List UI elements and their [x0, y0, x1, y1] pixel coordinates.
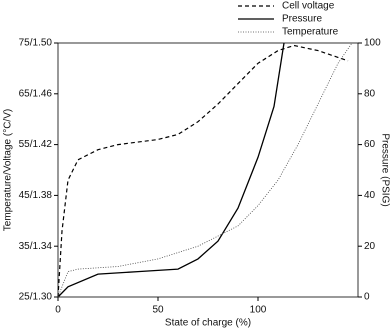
y-tick-label: 25/1.30 — [19, 292, 53, 303]
y2-tick-label: 80 — [364, 88, 376, 99]
x-tick-label: 0 — [55, 305, 61, 316]
y2-tick-label: 60 — [364, 139, 376, 150]
y2-tick-label: 100 — [364, 38, 381, 49]
y2-tick-label: 0 — [364, 292, 370, 303]
series-line — [57, 42, 285, 298]
y-tick-label: 45/1.38 — [19, 190, 53, 201]
y2-axis-label: Pressure (PSIG) — [379, 133, 390, 206]
legend-label: Temperature — [282, 27, 339, 38]
x-tick-label: 50 — [152, 305, 164, 316]
y-axis-label: Temperature/Voltage (°C/V) — [3, 109, 14, 231]
x-tick-label: 100 — [250, 305, 267, 316]
y-tick-label: 75/1.50 — [19, 38, 53, 49]
series-line — [57, 42, 353, 298]
y2-tick-label: 40 — [364, 190, 376, 201]
legend-label: Pressure — [282, 14, 322, 25]
y-tick-label: 55/1.42 — [19, 139, 53, 150]
plot-frame — [57, 42, 359, 298]
y-tick-label: 35/1.34 — [19, 241, 53, 252]
series-line — [57, 44, 349, 298]
legend-label: Cell voltage — [282, 1, 335, 12]
x-axis-label: State of charge (%) — [165, 318, 251, 329]
y2-tick-label: 20 — [364, 241, 376, 252]
y-tick-label: 65/1.46 — [19, 88, 53, 99]
